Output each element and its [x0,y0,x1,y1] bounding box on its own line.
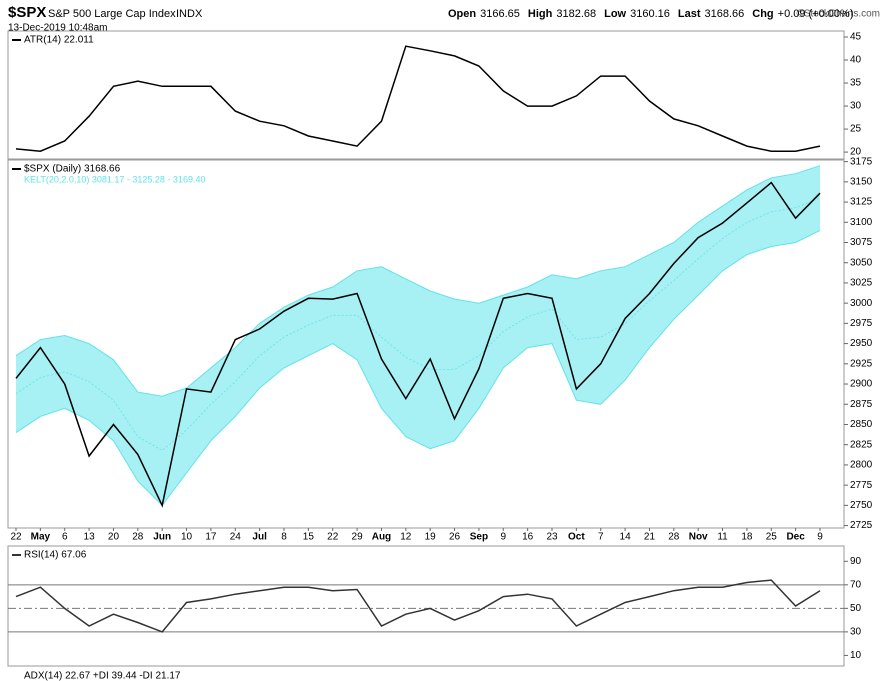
x-tick-label: 11 [717,532,728,543]
x-tick-label: Jul [252,532,267,543]
y-tick-label: 3025 [850,278,873,289]
quote-value: 3166.65 [480,8,520,20]
panel-frame [7,545,845,667]
y-tick-label: 25 [850,124,862,135]
band-lower [15,229,821,507]
y-tick-label: 2875 [850,399,873,410]
quote-value: 3168.66 [705,8,745,20]
x-tick-label: Dec [786,532,805,543]
x-tick-label: 6 [62,532,68,543]
y-tick-label: 2900 [850,379,873,390]
timestamp: 13-Dec-2019 10:48am [8,23,108,34]
band-upper [15,165,821,397]
exchange: INDX [176,8,203,20]
y-tick-label: 3100 [850,217,873,228]
x-tick-label: 19 [425,532,437,543]
x-tick-label: 23 [546,532,558,543]
x-tick-label: 21 [644,532,656,543]
y-tick-label: 2975 [850,318,873,329]
y-tick-label: 3000 [850,298,873,309]
y-tick-label: 70 [850,579,862,590]
y-tick-label: 2825 [850,439,873,450]
y-tick-label: 3175 [850,156,873,167]
line [15,579,821,633]
quote-label: Open [448,8,476,20]
x-tick-label: 10 [181,532,193,543]
x-tick-label: 29 [352,532,364,543]
quote-value: +0.09 (+0.00%) [778,8,854,20]
symbol: $SPX [8,4,46,21]
x-tick-label: 24 [230,532,242,543]
quote-label: Last [678,8,701,20]
x-tick-label: Oct [568,532,585,543]
quote-label: Low [604,8,626,20]
band-fill [16,165,820,506]
quote-label: High [528,8,553,20]
quote-label: Chg [752,8,773,20]
y-tick-label: 10 [850,650,862,661]
x-tick-label: 12 [400,532,412,543]
x-tick-label: 18 [741,532,753,543]
y-tick-label: 90 [850,556,862,567]
quote-value: 3182.68 [556,8,596,20]
y-tick-label: 3125 [850,197,873,208]
legend: $SPX (Daily) 3168.66 [24,164,121,175]
x-tick-label: Jun [153,532,171,543]
y-tick-label: 3075 [850,237,873,248]
y-tick-label: 30 [850,627,862,638]
panel-frame [7,30,845,160]
x-tick-label: 22 [10,532,22,543]
credit: ©StockCharts.com [796,9,880,20]
quote: Open 3166.65 High 3182.68 Low 3160.16 Last 3168… [448,8,854,20]
x-tick-label: 13 [84,532,96,543]
legend: ATR(14) 22.011 [24,35,94,46]
y-tick-label: 2850 [850,419,873,430]
y-tick-label: 2925 [850,358,873,369]
x-tick-label: 26 [449,532,461,543]
y-tick-label: 2750 [850,500,873,511]
x-tick-label: 14 [620,532,632,543]
x-tick-label: Sep [470,532,488,543]
x-tick-label: 20 [108,532,120,543]
y-tick-label: 2725 [850,520,873,531]
x-tick-label: 8 [281,532,287,543]
y-tick-label: 2775 [850,480,873,491]
y-tick-label: 50 [850,603,862,614]
legend: RSI(14) 67.06 [24,550,87,561]
y-tick-label: 45 [850,32,862,43]
x-tick-label: 7 [598,532,604,543]
x-tick-label: 9 [817,532,823,543]
x-tick-label: May [31,532,51,543]
adx-legend: ADX(14) 22.67 +DI 39.44 -DI 21.17 [24,671,181,681]
y-tick-label: 3050 [850,257,873,268]
x-tick-label: 17 [205,532,217,543]
y-tick-label: 20 [850,147,862,158]
y-tick-label: 40 [850,55,862,66]
band-middle [15,197,821,451]
x-tick-label: 22 [327,532,339,543]
index-name: S&P 500 Large Cap Index [48,8,176,20]
line [15,45,821,152]
band-legend: KELT(20,2.0,10) 3081.17 - 3125.28 - 3169… [24,174,205,184]
y-tick-label: 35 [850,78,862,89]
quote-value: 3160.16 [630,8,670,20]
y-tick-label: 30 [850,101,862,112]
x-tick-label: 28 [668,532,680,543]
x-tick-label: 15 [303,532,315,543]
x-tick-label: 28 [132,532,144,543]
x-tick-label: 9 [500,532,506,543]
y-tick-label: 3150 [850,176,873,187]
x-tick-label: Aug [372,532,391,543]
x-tick-label: 16 [522,532,534,543]
y-tick-label: 2800 [850,460,873,471]
x-tick-label: Nov [689,532,708,543]
y-tick-label: 2950 [850,338,873,349]
line [15,181,821,508]
x-tick-label: 25 [766,532,778,543]
